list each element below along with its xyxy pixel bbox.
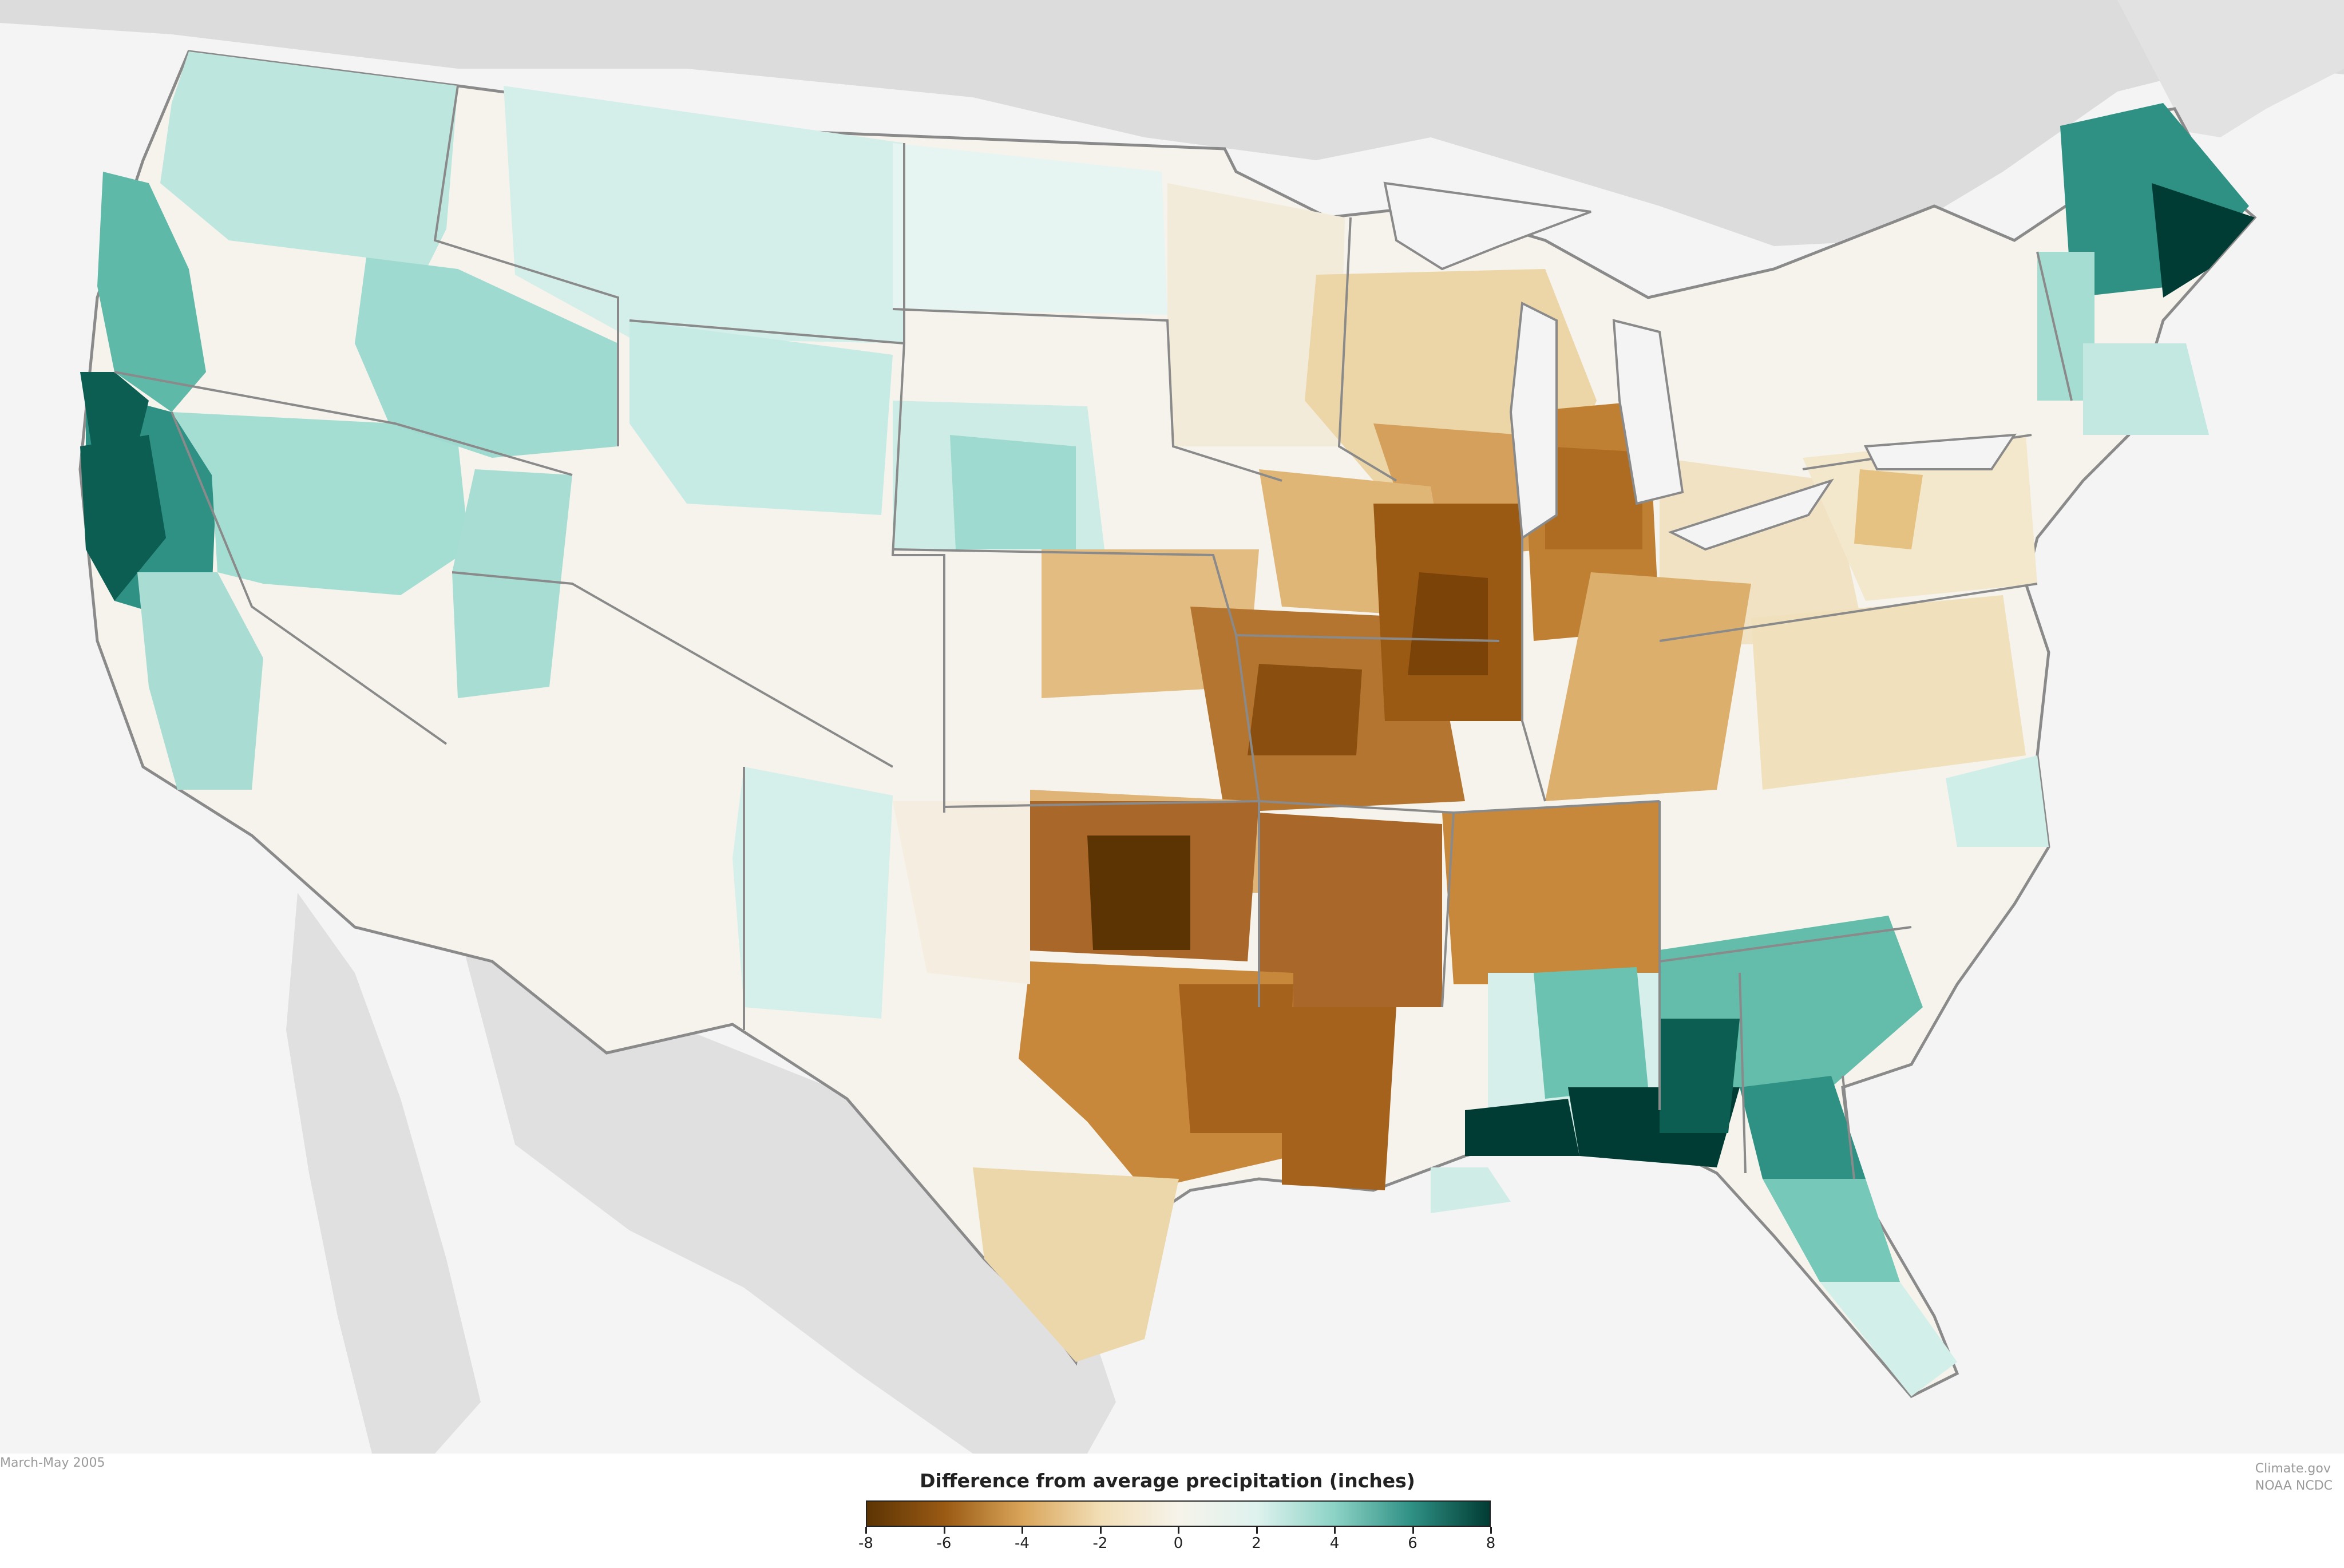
legend-title: Difference from average precipitation (i… [920, 1470, 1415, 1492]
legend-tick-label: -8 [858, 1535, 873, 1552]
date-label: March-May 2005 [0, 1456, 105, 1470]
legend-tick-label: -4 [1015, 1535, 1030, 1552]
precipitation-map [0, 0, 2344, 1454]
legend-tick-label: 8 [1486, 1535, 1496, 1552]
legend-tick-label: 6 [1408, 1535, 1418, 1552]
wet-east [1431, 103, 2255, 1396]
legend-tick-mark [1334, 1527, 1336, 1534]
wet-west [80, 52, 1167, 1019]
legend-tick-mark [1256, 1527, 1258, 1534]
legend-tick-mark [1021, 1527, 1023, 1534]
legend-tick-mark [1412, 1527, 1414, 1534]
legend-tick-label: -6 [936, 1535, 952, 1552]
credit-line-noaa: NOAA NCDC [2255, 1479, 2333, 1493]
credit: Climate.gov NOAA NCDC [2255, 1460, 2333, 1495]
legend-tick-label: 0 [1173, 1535, 1183, 1552]
legend-tick-label: 4 [1329, 1535, 1340, 1552]
legend-tick-label: 2 [1252, 1535, 1261, 1552]
surrounding-land [0, 0, 2344, 1454]
legend-tick-mark [1099, 1527, 1102, 1534]
legend-tick-mark [1178, 1527, 1179, 1534]
legend-tick-mark [943, 1527, 945, 1534]
credit-line-climate: Climate.gov [2255, 1462, 2331, 1476]
state-borders [114, 85, 2073, 1179]
legend-colorbar [866, 1500, 1491, 1527]
great-lakes [1383, 181, 2017, 551]
legend-tick-label: -2 [1092, 1535, 1108, 1552]
map-area [0, 0, 2344, 1454]
legend-tick-mark [1490, 1527, 1492, 1534]
legend-tick-mark [865, 1527, 867, 1534]
